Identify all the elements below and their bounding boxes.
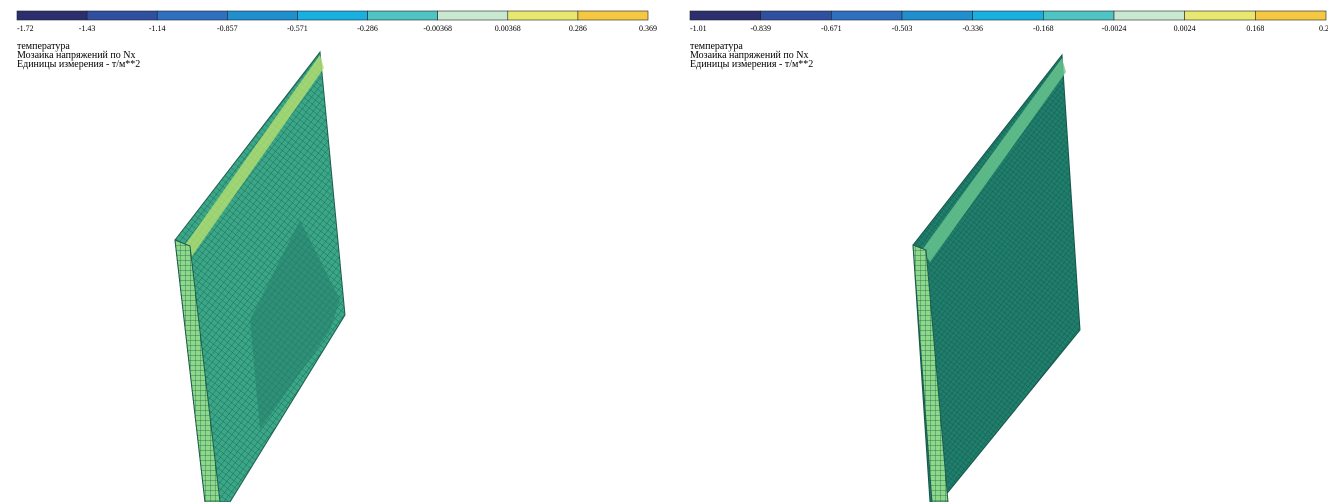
- model-left: [174, 50, 346, 502]
- info-text: температура: [17, 41, 70, 52]
- legend-swatch: [972, 10, 1044, 21]
- legend-label: 0.0024: [1174, 24, 1196, 33]
- legend-swatch: [1184, 10, 1256, 21]
- legend-label: -0.168: [1033, 24, 1054, 33]
- legend-swatch: [437, 10, 509, 21]
- legend-label: -1.01: [690, 24, 707, 33]
- legend-swatch: [831, 10, 903, 21]
- legend-label: 0.24: [1319, 24, 1328, 33]
- legend-label: -0.671: [821, 24, 842, 33]
- color-legend: -1.72 -1.43 -1.14 -0.857 -0.571 -0.286 -0.0036…: [16, 10, 657, 33]
- legend-swatch: [1255, 10, 1327, 21]
- panel: -1.01 -0.839 -0.671 -0.503 -0.336 -0.168 -0.00…: [689, 10, 1328, 70]
- legend-label: -0.839: [750, 24, 771, 33]
- legend-swatch: [297, 10, 368, 21]
- legend-label: -0.857: [217, 24, 238, 33]
- model-right: [912, 53, 1081, 502]
- legend-swatch: [760, 10, 832, 21]
- legend-swatch: [86, 10, 158, 21]
- legend-swatch: [577, 10, 649, 21]
- legend-swatch: [16, 10, 88, 21]
- legend-label: -0.503: [892, 24, 913, 33]
- legend-swatch: [1113, 10, 1185, 21]
- info-text: Единицы измерения - т/м**2: [690, 59, 813, 70]
- legend-swatch: [507, 10, 579, 21]
- legend-label: 0.168: [1246, 24, 1264, 33]
- legend-swatch: [901, 10, 973, 21]
- legend-label: -1.43: [79, 24, 96, 33]
- legend-label: -0.0024: [1102, 24, 1127, 33]
- info-text: температура: [690, 41, 743, 52]
- legend-label: -0.286: [357, 24, 378, 33]
- legend-swatch: [1043, 10, 1115, 21]
- color-legend: -1.01 -0.839 -0.671 -0.503 -0.336 -0.168 -0.00…: [689, 10, 1328, 33]
- legend-label: -0.00368: [423, 24, 452, 33]
- panel: -1.72 -1.43 -1.14 -0.857 -0.571 -0.286 -0.0036…: [16, 10, 657, 70]
- info-text: Единицы измерения - т/м**2: [17, 59, 140, 70]
- info-text: Мозаика напряжений по Nx: [690, 50, 808, 61]
- legend-swatch: [227, 10, 298, 21]
- legend-label: 0.286: [569, 24, 587, 33]
- legend-label: -1.14: [149, 24, 166, 33]
- legend-swatch: [689, 10, 761, 21]
- legend-label: -0.571: [287, 24, 308, 33]
- legend-label: 0.369: [639, 24, 657, 33]
- legend-swatch: [367, 10, 438, 21]
- info-text: Мозаика напряжений по Nx: [17, 50, 135, 61]
- legend-swatch: [156, 10, 228, 21]
- legend-label: -0.336: [962, 24, 983, 33]
- legend-label: -1.72: [17, 24, 34, 33]
- legend-label: 0.00368: [495, 24, 521, 33]
